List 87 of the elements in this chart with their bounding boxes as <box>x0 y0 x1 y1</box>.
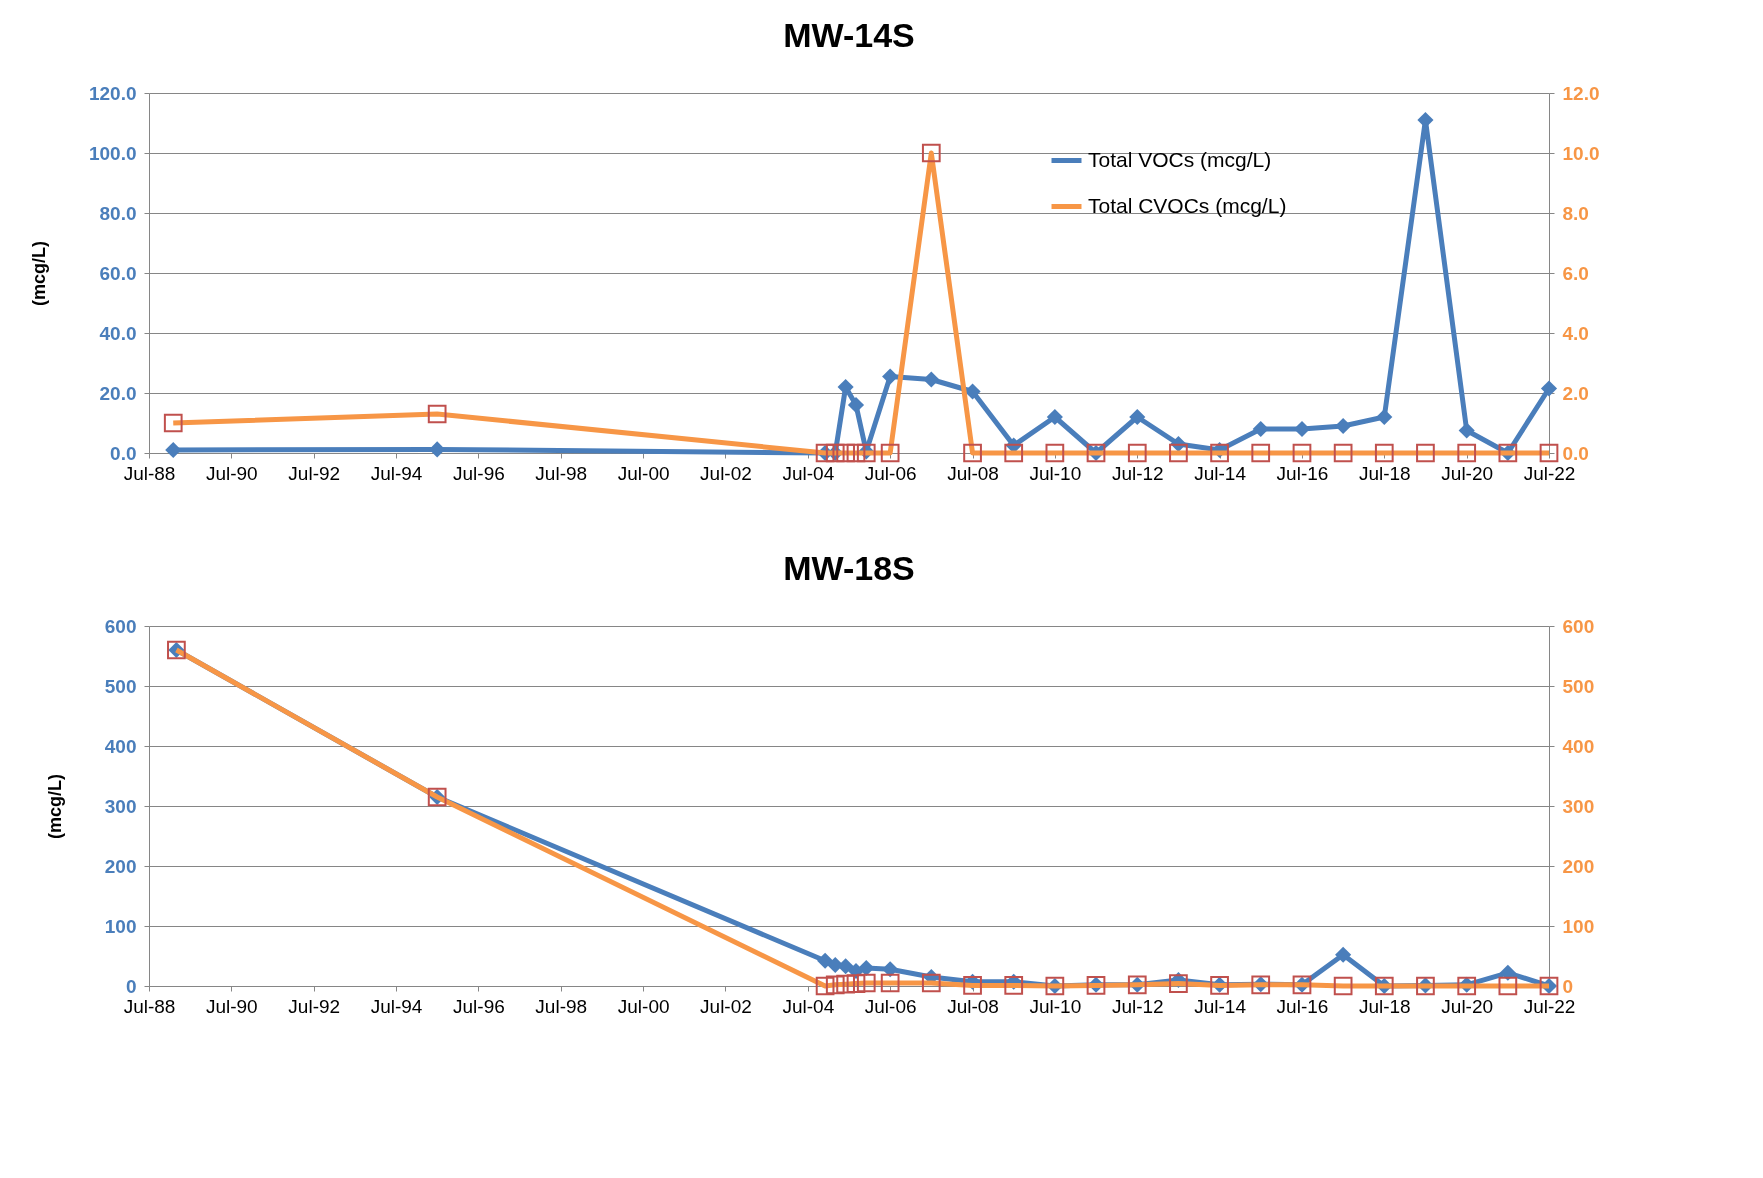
y-tick-label: 60.0 <box>99 262 137 284</box>
y-tick-label: 200 <box>104 855 137 877</box>
y2-tick-label: 8.0 <box>1562 202 1589 224</box>
point <box>1540 380 1558 397</box>
y-tick-label: 0 <box>125 975 137 997</box>
x-tick-label: Jul-12 <box>1111 462 1164 484</box>
x-tick-label: Jul-22 <box>1523 462 1576 484</box>
y2-tick-label: 100 <box>1562 915 1595 937</box>
x-tick-label: Jul-98 <box>535 995 588 1017</box>
y-tick-label: 40.0 <box>99 322 137 344</box>
x-tick-label: Jul-02 <box>700 995 752 1017</box>
x-tick-label: Jul-06 <box>864 462 917 484</box>
y-tick-label: 300 <box>104 795 137 817</box>
y2-tick-label: 4.0 <box>1562 322 1589 344</box>
x-tick-label: Jul-06 <box>864 995 917 1017</box>
point <box>1252 420 1269 438</box>
y2-tick-label: 0.0 <box>1562 442 1589 464</box>
y-tick-label: 80.0 <box>99 202 137 224</box>
x-tick-label: Jul-94 <box>370 462 423 484</box>
y-tick-label: 400 <box>104 735 137 757</box>
y2-tick-label: 10.0 <box>1562 142 1600 164</box>
point <box>817 952 834 969</box>
x-tick-label: Jul-10 <box>1029 995 1082 1017</box>
x-tick-label: Jul-00 <box>617 995 670 1017</box>
point <box>964 383 981 400</box>
point <box>1046 408 1063 426</box>
point <box>1129 408 1146 426</box>
point <box>1335 417 1352 435</box>
x-tick-label: Jul-18 <box>1358 995 1411 1017</box>
x-tick-label: Jul-10 <box>1029 462 1082 484</box>
y2-tick-label: 500 <box>1562 675 1595 697</box>
x-tick-label: Jul-14 <box>1194 995 1247 1017</box>
x-tick-label: Jul-92 <box>288 462 341 484</box>
x-tick-label: Jul-16 <box>1276 462 1329 484</box>
x-tick-label: Jul-96 <box>453 995 505 1017</box>
x-tick-label: Jul-98 <box>535 462 588 484</box>
x-tick-label: Jul-20 <box>1441 995 1494 1017</box>
y2-tick-label: 2.0 <box>1562 382 1589 404</box>
point <box>882 961 899 978</box>
y2-tick-label: 12.0 <box>1562 82 1600 104</box>
x-tick-label: Jul-18 <box>1358 462 1411 484</box>
x-tick-label: Jul-22 <box>1523 995 1576 1017</box>
x-tick-label: Jul-08 <box>947 995 999 1017</box>
y2-tick-label: 6.0 <box>1562 262 1589 284</box>
y-axis-title: (mcg/L) <box>28 241 49 306</box>
y-axis-title: (mcg/L) <box>44 774 65 839</box>
y-tick-label: 100.0 <box>88 142 137 164</box>
y-tick-label: 500 <box>104 675 137 697</box>
x-tick-label: Jul-92 <box>288 995 341 1017</box>
point <box>847 396 865 414</box>
chart-title: MW-18S <box>783 549 915 587</box>
x-tick-label: Jul-88 <box>123 995 176 1017</box>
x-tick-label: Jul-94 <box>370 995 423 1017</box>
y-tick-label: 100 <box>104 915 137 937</box>
x-tick-label: Jul-88 <box>123 462 176 484</box>
point <box>1335 946 1352 963</box>
y2-tick-label: 0 <box>1562 975 1574 997</box>
point <box>1376 408 1393 426</box>
point <box>1458 422 1475 439</box>
chart-title: MW-14S <box>783 16 915 54</box>
point <box>1499 964 1516 981</box>
x-tick-label: Jul-04 <box>782 462 835 484</box>
x-tick-label: Jul-96 <box>453 462 505 484</box>
y-tick-label: 0.0 <box>110 442 137 464</box>
point <box>882 368 899 385</box>
y-tick-label: 600 <box>104 615 137 637</box>
point <box>858 959 875 977</box>
y-tick-label: 20.0 <box>99 382 137 404</box>
point <box>923 371 940 388</box>
legend-label: Total VOCs (mcg/L) <box>1088 147 1272 171</box>
x-tick-label: Jul-16 <box>1276 995 1329 1017</box>
y2-tick-label: 200 <box>1562 855 1595 877</box>
x-tick-label: Jul-90 <box>205 462 258 484</box>
y-tick-label: 120.0 <box>88 82 137 104</box>
x-tick-label: Jul-04 <box>782 995 835 1017</box>
x-tick-label: Jul-02 <box>700 462 752 484</box>
x-tick-label: Jul-12 <box>1111 995 1164 1017</box>
y2-tick-label: 600 <box>1562 615 1595 637</box>
y2-tick-label: 400 <box>1562 735 1595 757</box>
point <box>837 958 854 975</box>
x-tick-label: Jul-90 <box>205 995 258 1017</box>
legend-label: Total CVOCs (mcg/L) <box>1088 193 1287 217</box>
x-tick-label: Jul-14 <box>1194 462 1247 484</box>
x-tick-label: Jul-00 <box>617 462 670 484</box>
y2-tick-label: 300 <box>1562 795 1595 817</box>
x-tick-label: Jul-20 <box>1441 462 1494 484</box>
x-tick-label: Jul-08 <box>947 462 999 484</box>
